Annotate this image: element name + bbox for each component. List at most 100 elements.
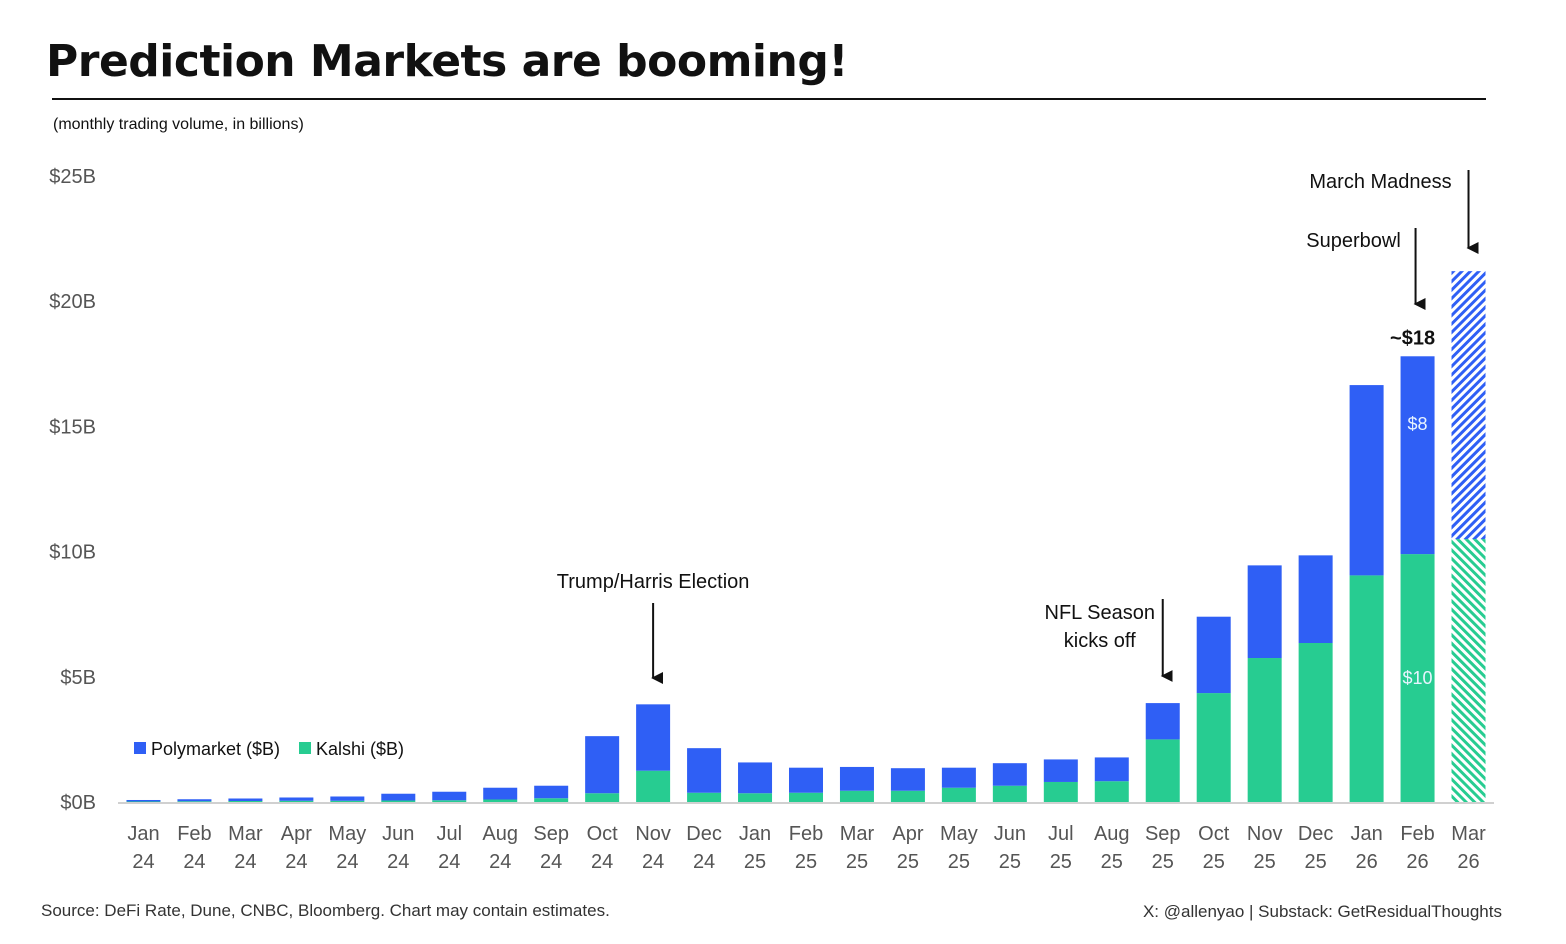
annotations: Trump/Harris Election NFL Season kicks off… xyxy=(557,170,1479,684)
kalshi-bar xyxy=(279,800,314,802)
kalshi-bar xyxy=(381,800,416,802)
x-tick-year: 25 xyxy=(1305,851,1327,873)
x-tick-year: 24 xyxy=(132,851,154,873)
kalshi-value-label: $10 xyxy=(1403,668,1433,688)
x-tick-year: 24 xyxy=(387,851,409,873)
polymarket-bar xyxy=(1298,555,1333,643)
annotation-label: March Madness xyxy=(1309,171,1451,193)
kalshi-bar xyxy=(839,790,874,802)
x-tick-month: Mar xyxy=(840,823,875,845)
x-tick-month: Jul xyxy=(436,823,462,845)
kalshi-bar xyxy=(534,798,569,802)
x-tick-month: Aug xyxy=(1094,823,1130,845)
x-tick-year: 25 xyxy=(846,851,868,873)
kalshi-bar xyxy=(126,801,161,802)
x-tick-year: 24 xyxy=(591,851,613,873)
x-tick-year: 25 xyxy=(795,851,817,873)
kalshi-bar xyxy=(1094,781,1129,802)
kalshi-bar xyxy=(1145,739,1180,802)
polymarket-bar xyxy=(1196,616,1231,694)
x-tick-month: May xyxy=(940,823,978,845)
kalshi-bar xyxy=(1400,554,1435,802)
annotation-label: NFL Season xyxy=(1045,602,1155,624)
source-note: Source: DeFi Rate, Dune, CNBC, Bloomberg… xyxy=(41,901,610,920)
legend-polymarket-label: Polymarket ($B) xyxy=(151,739,280,759)
kalshi-bar-projected xyxy=(1451,539,1486,802)
kalshi-bar xyxy=(687,792,722,802)
x-tick-month: Aug xyxy=(482,823,518,845)
title-divider xyxy=(52,98,1486,100)
x-tick-year: 24 xyxy=(540,851,562,873)
y-axis: $0B $5B $10B $15B $20B $25B xyxy=(49,166,96,814)
x-tick-month: Nov xyxy=(1247,823,1283,845)
x-tick-month: Dec xyxy=(1298,823,1334,845)
annotation-label: Superbowl xyxy=(1306,230,1401,252)
y-tick-label: $0B xyxy=(60,792,96,814)
polymarket-bar xyxy=(228,798,263,801)
legend-kalshi-swatch xyxy=(299,742,311,754)
kalshi-bar xyxy=(789,792,823,802)
polymarket-bar xyxy=(890,768,925,791)
x-axis: Jan 24 Feb 24 Mar 24 Apr 24 May 24 Jun 24 Jul 24 Aug 24… xyxy=(118,802,1494,873)
kalshi-bar xyxy=(890,790,925,802)
bars xyxy=(126,271,1486,802)
x-tick-year: 24 xyxy=(642,851,664,873)
y-tick-label: $10B xyxy=(49,542,96,564)
polymarket-bar xyxy=(381,793,416,801)
polymarket-bar xyxy=(941,767,976,788)
annotation-label: Trump/Harris Election xyxy=(557,571,750,593)
x-tick-year: 25 xyxy=(1203,851,1225,873)
x-tick-year: 25 xyxy=(1050,851,1072,873)
kalshi-bar xyxy=(941,787,976,802)
legend-kalshi-label: Kalshi ($B) xyxy=(316,739,404,759)
x-tick-year: 26 xyxy=(1406,851,1428,873)
kalshi-bar xyxy=(1349,575,1384,802)
x-tick-month: Apr xyxy=(892,823,923,845)
x-tick-year: 24 xyxy=(183,851,205,873)
polymarket-bar xyxy=(1043,759,1078,782)
polymarket-bar xyxy=(177,799,212,802)
x-tick-year: 25 xyxy=(948,851,970,873)
polymarket-bar xyxy=(126,799,161,802)
x-tick-year: 24 xyxy=(336,851,358,873)
polymarket-bar xyxy=(330,796,365,801)
x-tick-year: 25 xyxy=(999,851,1021,873)
y-tick-label: $5B xyxy=(60,667,96,689)
annotation-label: kicks off xyxy=(1064,630,1136,652)
polymarket-bar xyxy=(534,785,569,799)
polymarket-bar xyxy=(1247,565,1282,659)
y-tick-label: $20B xyxy=(49,291,96,313)
polymarket-bar xyxy=(738,762,773,794)
polymarket-bar xyxy=(432,791,467,801)
x-tick-month: Sep xyxy=(533,823,569,845)
x-tick-year: 25 xyxy=(744,851,766,873)
x-tick-month: Jan xyxy=(1350,823,1382,845)
polymarket-bar xyxy=(636,704,671,771)
kalshi-bar xyxy=(483,799,518,802)
x-tick-month: Sep xyxy=(1145,823,1181,845)
x-tick-month: Feb xyxy=(177,823,211,845)
polymarket-bar-projected xyxy=(1451,271,1486,540)
x-tick-year: 24 xyxy=(234,851,256,873)
x-tick-month: Jan xyxy=(127,823,159,845)
legend: Polymarket ($B) Kalshi ($B) xyxy=(134,739,404,759)
kalshi-bar xyxy=(738,793,773,802)
kalshi-bar xyxy=(1043,781,1078,802)
x-tick-year: 24 xyxy=(693,851,715,873)
x-tick-year: 26 xyxy=(1355,851,1377,873)
data-labels: ~$18 $8 $10 xyxy=(1390,327,1435,688)
kalshi-bar xyxy=(177,801,212,802)
author-credit: X: @allenyao | Substack: GetResidualThou… xyxy=(1142,902,1502,921)
kalshi-bar xyxy=(330,800,365,802)
polymarket-bar xyxy=(1145,703,1180,740)
x-tick-month: Jan xyxy=(739,823,771,845)
kalshi-bar xyxy=(1196,693,1231,802)
x-tick-month: Mar xyxy=(228,823,263,845)
x-tick-month: Apr xyxy=(281,823,312,845)
polymarket-bar xyxy=(789,767,823,793)
polymarket-bar xyxy=(1094,757,1129,782)
polymarket-bar xyxy=(687,748,722,793)
x-tick-month: Mar xyxy=(1451,823,1486,845)
x-tick-month: Feb xyxy=(789,823,823,845)
polymarket-bar xyxy=(839,766,874,791)
